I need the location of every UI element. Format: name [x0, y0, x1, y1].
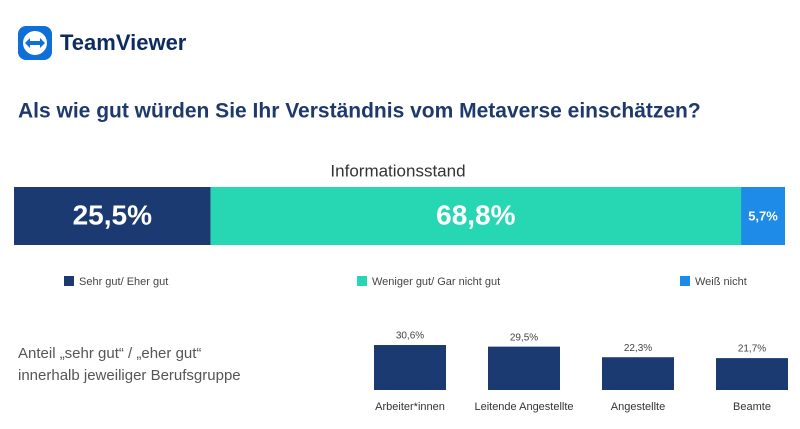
legend-label: Weniger gut/ Gar nicht gut: [372, 276, 500, 288]
legend-label: Weiß nicht: [695, 276, 747, 288]
bar-segment: [210, 187, 742, 245]
bar: [602, 357, 674, 390]
data-label: 68,8%: [436, 199, 515, 230]
data-label: 29,5%: [510, 332, 538, 343]
bar: [374, 345, 446, 390]
data-label: 25,5%: [73, 199, 152, 230]
bar-segment: [14, 187, 211, 245]
logo-icon-arrow: [25, 38, 45, 48]
x-tick-label: Beamte: [733, 401, 771, 413]
x-tick-label: Angestellte: [611, 401, 665, 413]
x-tick-label: Arbeiter*innen: [375, 401, 445, 413]
bar: [716, 358, 788, 390]
data-label: 30,6%: [396, 331, 424, 342]
x-tick-label: Leitende Angestellte: [474, 401, 573, 413]
page-title: Als wie gut würden Sie Ihr Verständnis v…: [18, 100, 701, 123]
data-label: 5,7%: [748, 208, 778, 223]
bar: [488, 346, 560, 390]
bar-segment: [741, 187, 785, 245]
bar-chart-title: Anteil „sehr gut“ / „eher gut“ innerhalb…: [18, 345, 241, 384]
legend-label: Sehr gut/ Eher gut: [79, 276, 168, 288]
legend-swatch: [357, 276, 367, 286]
data-label: 22,3%: [624, 343, 652, 354]
brand: TeamViewer: [60, 30, 187, 55]
legend-swatch: [680, 276, 690, 286]
legend-swatch: [64, 276, 74, 286]
chart-title: Informationsstand: [330, 161, 465, 180]
data-label: 21,7%: [738, 344, 766, 355]
